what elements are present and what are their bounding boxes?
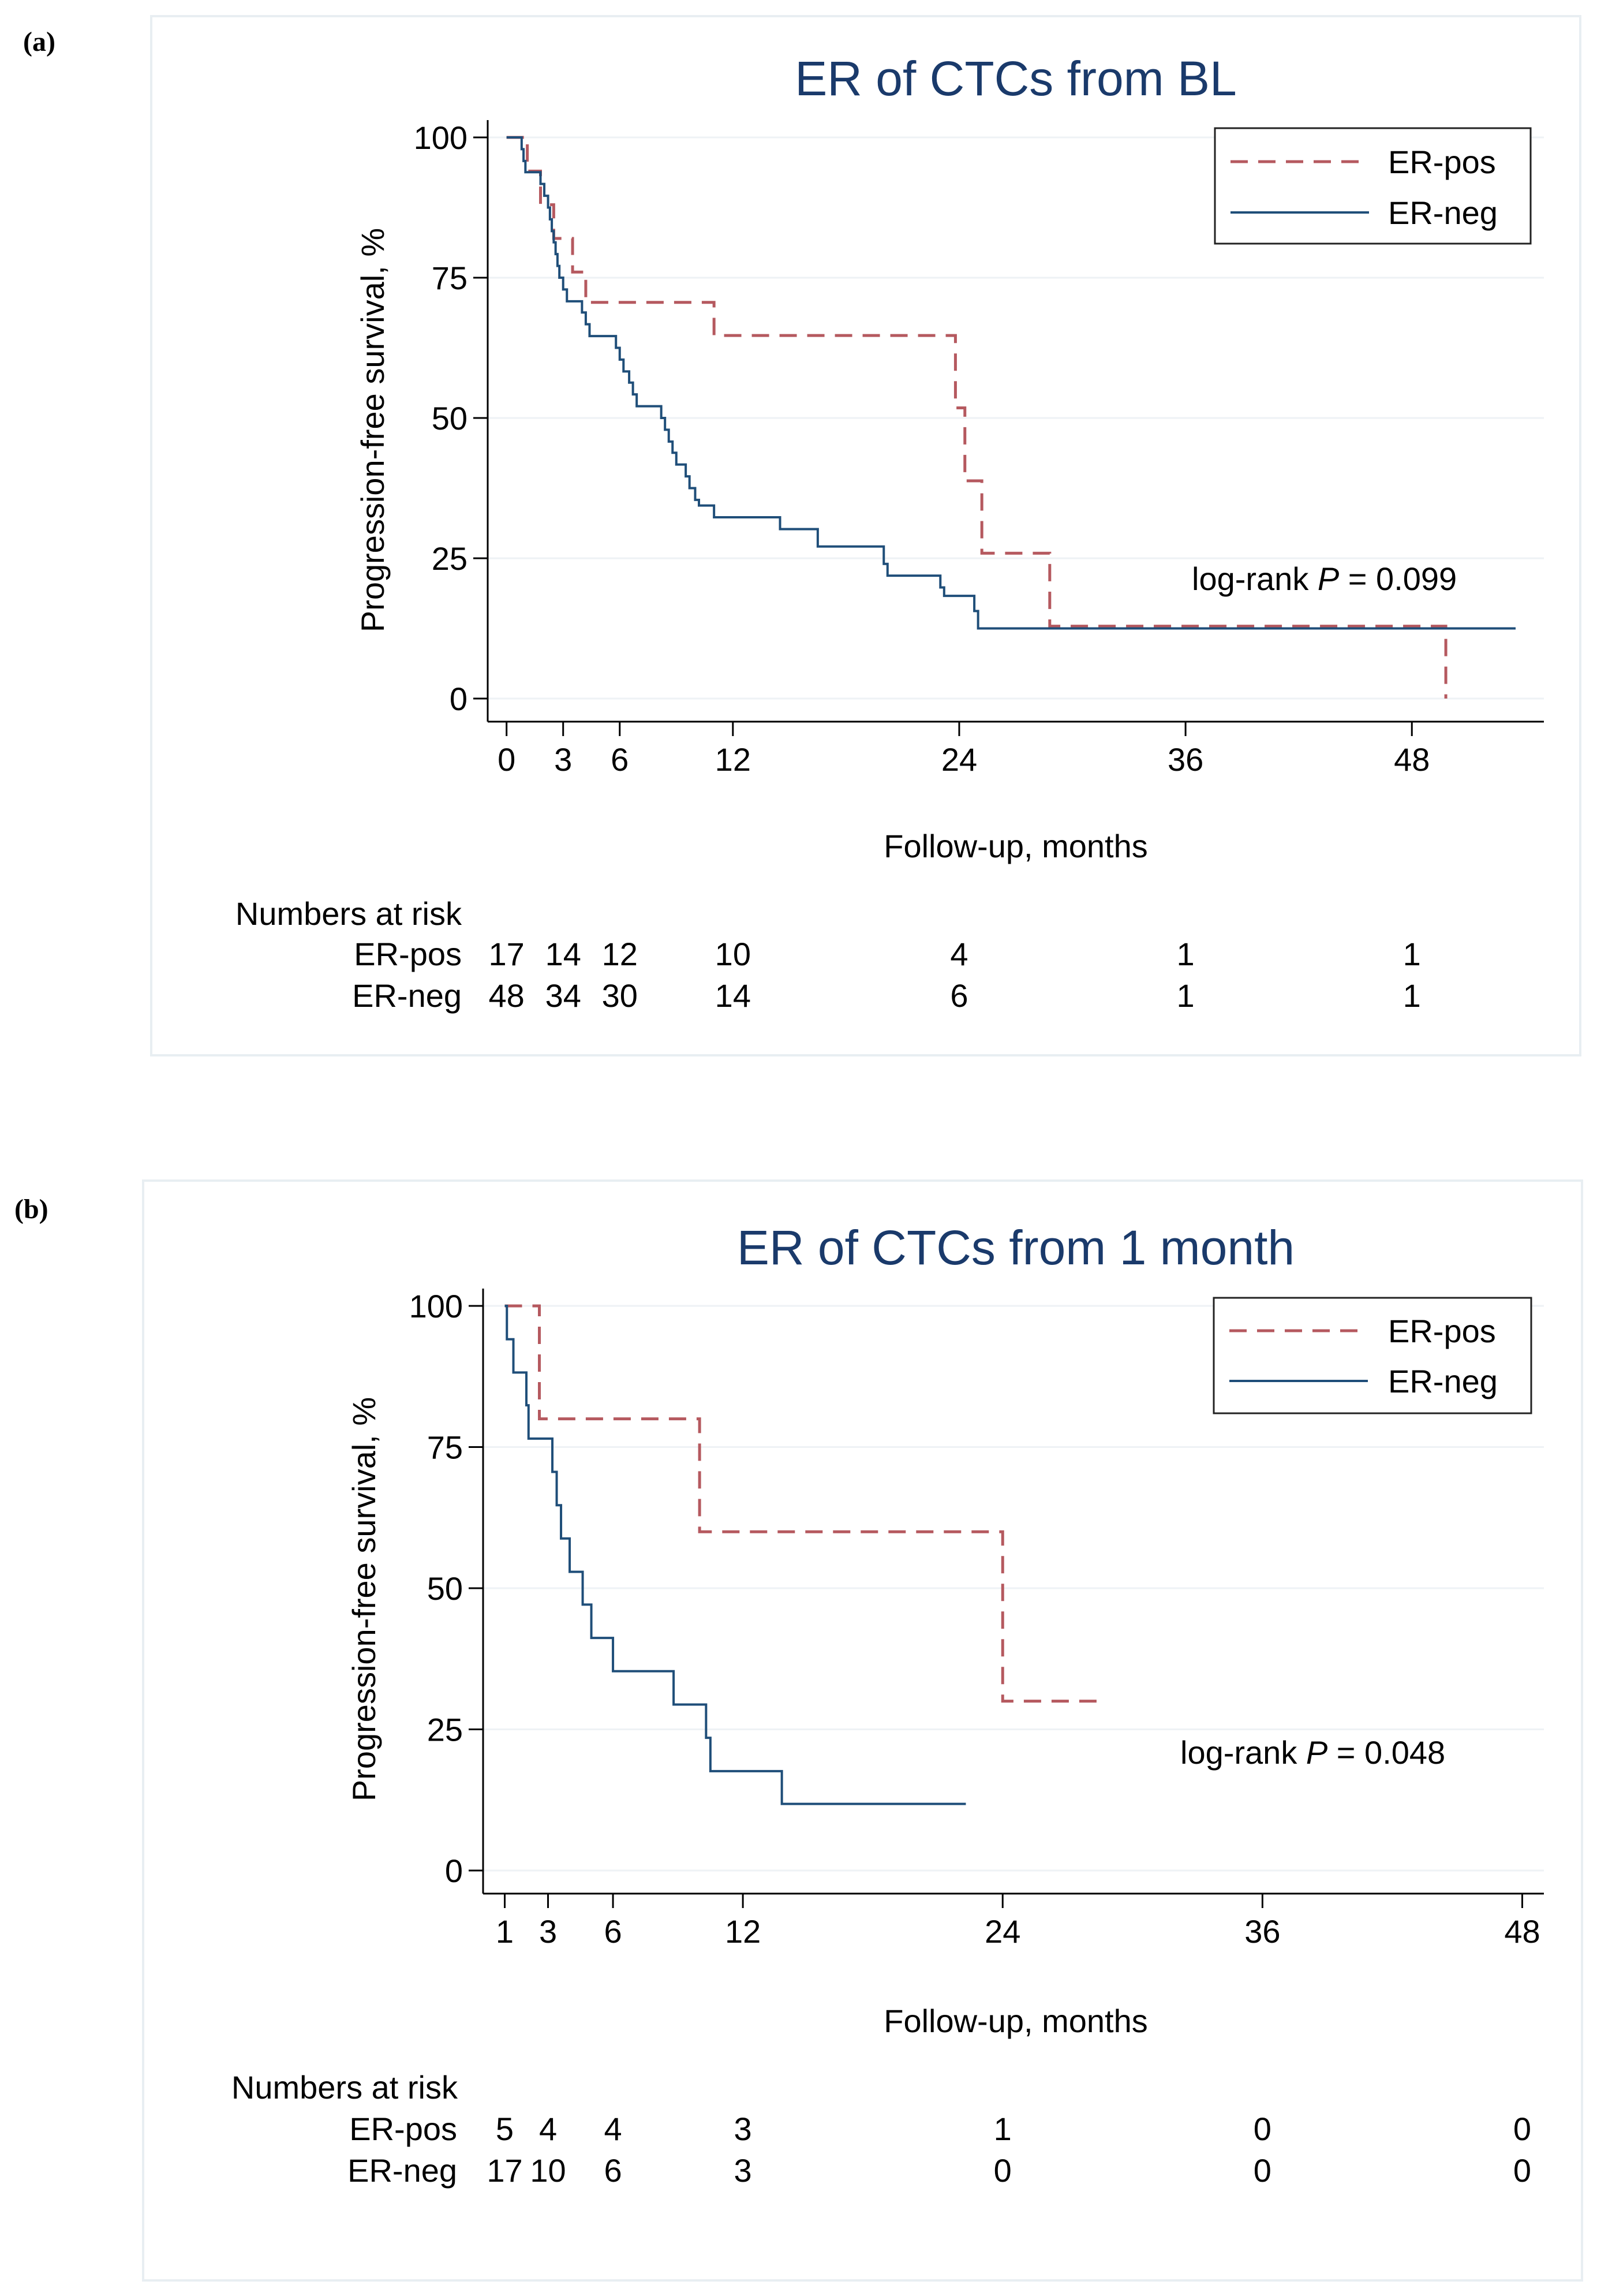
panel-a-risk-value: 12 (602, 936, 638, 972)
panel-b-risk-value: 5 (496, 2111, 514, 2147)
panel-b-y-tick-label: 50 (427, 1570, 463, 1607)
panel-b-logrank-p: P (1306, 1734, 1327, 1771)
panel-a-legend: ER-pos ER-neg (1214, 127, 1532, 245)
panel-b-title: ER of CTCs from 1 month (737, 1220, 1295, 1275)
panel-b-y-tick-label: 75 (427, 1429, 463, 1466)
panel-b-risk-table: ER-pos 5 4 4 3 1 0 0ER-neg 17 10 6 3 0 0 0 (347, 2111, 1531, 2189)
panel-b-label: (b) (14, 1194, 48, 1224)
panel-b-x-tick-label: 3 (539, 1913, 557, 1950)
panel-a-logrank-prefix: log-rank (1192, 561, 1318, 597)
panel-b-x-tick-label: 48 (1504, 1913, 1540, 1950)
panel-a-y-tick-label: 75 (432, 260, 467, 296)
panel-a-risk-value: 34 (545, 977, 581, 1014)
panel-a-risk-row-label: ER-neg (352, 977, 462, 1014)
panel-b-y-tick-label: 100 (409, 1288, 463, 1324)
panel-a-legend-label-er-pos: ER-pos (1388, 144, 1496, 180)
panel-b-y-tick-label: 25 (427, 1712, 463, 1748)
panel-a-label: (a) (23, 27, 55, 57)
panel-a-x-tick-label: 0 (498, 741, 515, 778)
panel-a-x-tick-label: 48 (1394, 741, 1430, 778)
panel-a-risk-value: 17 (489, 936, 525, 972)
panel-b-risk-value: 1 (994, 2111, 1012, 2147)
panel-b-legend-box (1213, 1297, 1532, 1414)
panel-a-risk-heading: Numbers at risk (235, 895, 462, 932)
panel-b-risk-value: 0 (1254, 2111, 1271, 2147)
panel-a-curve-er-pos (506, 136, 1448, 699)
panel-a-x-tick-label: 36 (1168, 741, 1203, 778)
panel-b-legend-label-er-neg: ER-neg (1388, 1363, 1498, 1399)
panel-b-risk-value: 6 (604, 2152, 622, 2189)
panel-b-risk-value: 4 (539, 2111, 557, 2147)
panel-a-risk-value: 1 (1177, 936, 1195, 972)
panel-b-risk-value: 0 (1513, 2152, 1531, 2189)
panel-b-y-axis-label: Progression-free survival, % (346, 1397, 382, 1801)
panel-b-legend-label-er-pos: ER-pos (1388, 1313, 1496, 1349)
panel-a-logrank-value: = 0.099 (1339, 561, 1457, 597)
panel-b-x-tick-label: 6 (604, 1913, 622, 1950)
panel-a-y-axis-label: Progression-free survival, % (354, 228, 391, 632)
panel-a-risk-value: 48 (489, 977, 525, 1014)
panel-b-y-tick-label: 0 (445, 1853, 463, 1889)
panel-b-risk-row-label: ER-pos (349, 2111, 457, 2147)
panel-a-y-tick-label: 0 (450, 681, 467, 717)
panel-a-risk-value: 1 (1403, 936, 1421, 972)
panel-a-risk-value: 14 (545, 936, 581, 972)
panel-b-risk-value: 10 (530, 2152, 566, 2189)
panel-b-x-tick-label: 24 (985, 1913, 1020, 1950)
panel-b-x-axis-label: Follow-up, months (884, 2003, 1148, 2039)
panel-b-logrank-value: = 0.048 (1327, 1734, 1445, 1771)
panel-b-curve-er-pos (504, 1304, 1101, 1703)
panel-a-risk-row-label: ER-pos (354, 936, 462, 972)
panel-b-logrank-annotation: log-rank P = 0.048 (1180, 1734, 1445, 1771)
panel-b-legend: ER-pos ER-neg (1213, 1297, 1532, 1414)
panel-a-y-tick-label: 50 (432, 400, 467, 436)
panel-b-x-tick-label: 12 (725, 1913, 761, 1950)
panel-a-x-tick-label: 3 (554, 741, 572, 778)
panel-b-x-tick-label: 36 (1244, 1913, 1280, 1950)
panel-b-risk-value: 0 (994, 2152, 1012, 2189)
panel-a-x-axis-label: Follow-up, months (884, 828, 1148, 864)
panel-a-risk-value: 10 (715, 936, 751, 972)
panel-a-x-tick-label: 12 (715, 741, 751, 778)
panel-b-risk-value: 0 (1513, 2111, 1531, 2147)
panel-b-risk-heading: Numbers at risk (231, 2069, 458, 2105)
panel-a-risk-value: 6 (950, 977, 968, 1014)
panel-a-legend-box (1214, 127, 1532, 245)
panel-a-y-tick-label: 25 (432, 540, 467, 577)
panel-b-curve-er-neg (504, 1305, 966, 1805)
panel-a-curve-er-neg (506, 136, 1516, 630)
panel-b-logrank-prefix: log-rank (1180, 1734, 1306, 1771)
panel-b-risk-value: 0 (1254, 2152, 1271, 2189)
panel-b-risk-value: 17 (487, 2152, 522, 2189)
panel-a-risk-value: 1 (1177, 977, 1195, 1014)
panel-a-x-tick-label: 24 (941, 741, 977, 778)
panel-a-legend-label-er-neg: ER-neg (1388, 195, 1498, 231)
panel-a-x-tick-label: 6 (611, 741, 629, 778)
panel-a-title: ER of CTCs from BL (795, 51, 1236, 106)
panel-b-x-tick-label: 1 (496, 1913, 514, 1950)
panel-a-risk-value: 30 (602, 977, 638, 1014)
panel-a-risk-value: 1 (1403, 977, 1421, 1014)
panel-b-risk-value: 4 (604, 2111, 622, 2147)
panel-b-risk-value: 3 (734, 2152, 752, 2189)
panel-a-logrank-p: P (1318, 561, 1339, 597)
panel-a-logrank-annotation: log-rank P = 0.099 (1192, 561, 1457, 597)
panel-a-y-tick-label: 100 (414, 120, 467, 156)
panel-b-risk-row-label: ER-neg (347, 2152, 457, 2189)
panel-a-risk-value: 4 (950, 936, 968, 972)
panel-b-risk-value: 3 (734, 2111, 752, 2147)
panel-a-risk-value: 14 (715, 977, 751, 1014)
panel-a-risk-table: ER-pos 17 14 12 10 4 1 1 ER-neg 48 34 30 14 6 1 1 (352, 936, 1421, 1014)
